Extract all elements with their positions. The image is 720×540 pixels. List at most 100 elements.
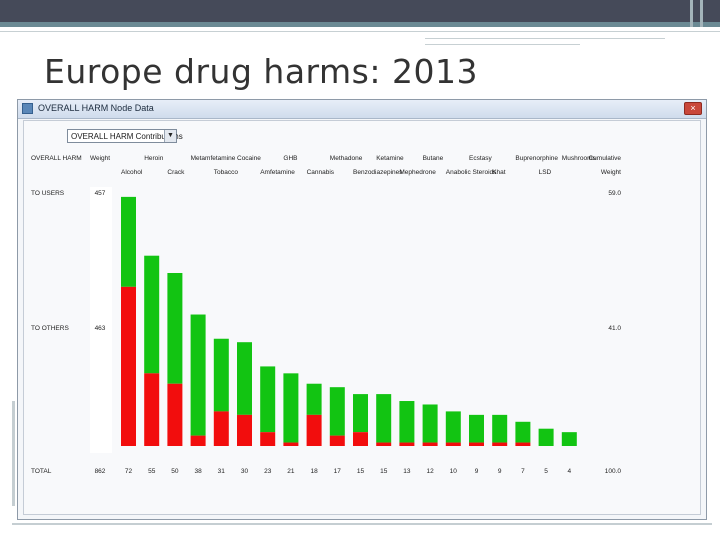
category-label-mushrooms: Mushrooms (562, 155, 597, 162)
slide-header-accent (0, 22, 720, 27)
cumulative-total: 100.0 (605, 468, 622, 475)
total-label-mephedrone: 13 (403, 468, 411, 475)
bar-to-users-mushrooms (561, 432, 577, 446)
bar-to-users-tobacco (213, 338, 229, 412)
total-label-amfetamine: 23 (264, 468, 272, 475)
weight-total: 862 (95, 468, 106, 475)
total-label-alcohol: 72 (125, 468, 133, 475)
chevron-down-icon[interactable]: ▼ (164, 130, 176, 142)
bar-to-users-heroin (144, 255, 160, 374)
bar-to-others-alcohol (121, 286, 136, 446)
category-label-amfetamine: Amfetamine (260, 169, 295, 176)
category-label-anabolic-steroids: Anabolic Steroids (446, 169, 497, 176)
cumulative-to-others: 41.0 (608, 325, 621, 332)
harm-chart: OVERALL HARM TO USERS TO OTHERS TOTAL Weight… (31, 155, 622, 475)
category-label-cocaine: Cocaine (237, 155, 261, 162)
bar-to-users-methadone (329, 387, 345, 436)
window-body: OVERALL HARM Contributions ▼ OVERALL HAR… (23, 120, 701, 515)
bar-to-others-mephedrone (399, 442, 415, 446)
category-label-khat: Khat (492, 169, 506, 176)
row-label-total: TOTAL (31, 468, 52, 475)
category-label-cannabis: Cannabis (307, 169, 335, 176)
bar-to-others-cannabis (306, 414, 322, 446)
category-label-ketamine: Ketamine (376, 155, 404, 162)
bar-to-others-tobacco (213, 411, 229, 446)
header-rule-short (425, 38, 665, 39)
bar-to-users-butane (422, 404, 438, 443)
bar-to-users-amfetamine (260, 366, 276, 433)
weight-column-background (90, 187, 112, 453)
bar-to-users-mephedrone (399, 401, 415, 443)
total-label-cocaine: 30 (241, 468, 249, 475)
bar-to-users-ketamine (376, 394, 392, 443)
total-label-buprenorphine: 7 (521, 468, 525, 475)
bar-to-others-cocaine (237, 414, 252, 446)
slide-frame-left (12, 401, 15, 506)
bar-to-others-ecstasy (469, 442, 484, 446)
total-label-butane: 12 (426, 468, 434, 475)
category-label-alcohol: Alcohol (121, 169, 143, 176)
category-label-butane: Butane (423, 155, 444, 162)
harm-type-select[interactable]: OVERALL HARM Contributions ▼ (67, 129, 183, 143)
bar-to-users-ecstasy (469, 414, 484, 443)
bar-to-others-anabolic-steroids (445, 442, 461, 446)
category-label-ecstasy: Ecstasy (469, 155, 493, 162)
total-label-crack: 50 (171, 468, 179, 475)
bar-to-others-methadone (329, 435, 345, 446)
category-label-ghb: GHB (283, 155, 297, 162)
app-icon (22, 103, 33, 114)
cumulative-header: Cumulative (588, 155, 621, 162)
bar-to-users-ghb (283, 373, 299, 443)
window-title: OVERALL HARM Node Data (38, 103, 154, 113)
bar-to-users-crack (167, 273, 183, 384)
slide-header-bar (0, 0, 720, 22)
bar-to-others-ghb (283, 442, 299, 446)
row-label-to-users: TO USERS (31, 190, 65, 197)
bar-to-users-cocaine (237, 342, 252, 415)
category-label-heroin: Heroin (144, 155, 164, 162)
bar-to-others-amfetamine (260, 432, 276, 446)
bar-to-users-buprenorphine (515, 421, 531, 443)
slide-title: Europe drug harms: 2013 (44, 52, 478, 91)
category-label-buprenorphine: Buprenorphine (515, 155, 558, 162)
weight-to-others: 463 (95, 325, 106, 332)
slide-header-tab (700, 0, 703, 27)
category-label-benzodiazepines: Benzodiazepines (353, 169, 403, 176)
bar-to-users-metamfetamine (190, 314, 206, 436)
total-label-metamfetamine: 38 (194, 468, 202, 475)
bar-to-others-crack (167, 383, 183, 446)
bar-to-others-khat (492, 442, 508, 446)
bar-to-others-ketamine (376, 442, 392, 446)
total-label-heroin: 55 (148, 468, 156, 475)
window-titlebar[interactable]: OVERALL HARM Node Data × (18, 100, 706, 119)
bar-to-others-buprenorphine (515, 442, 531, 446)
close-button[interactable]: × (684, 102, 702, 115)
slide-header-tab (690, 0, 693, 27)
total-label-ketamine: 15 (380, 468, 388, 475)
total-label-ecstasy: 9 (475, 468, 479, 475)
bar-to-users-alcohol (121, 196, 136, 287)
bar-to-users-anabolic-steroids (445, 411, 461, 443)
bar-to-users-cannabis (306, 383, 322, 415)
total-label-lsd: 5 (544, 468, 548, 475)
cumulative-header-weight: Weight (601, 169, 621, 176)
category-label-crack: Crack (167, 169, 185, 176)
bar-to-others-metamfetamine (190, 435, 206, 446)
total-label-anabolic-steroids: 10 (450, 468, 458, 475)
header-rule-short (425, 44, 580, 45)
node-data-window: OVERALL HARM Node Data × OVERALL HARM Co… (17, 99, 707, 520)
row-label-overall-harm: OVERALL HARM (31, 155, 82, 162)
bar-to-others-butane (422, 442, 438, 446)
category-label-lsd: LSD (539, 169, 552, 176)
total-label-ghb: 21 (287, 468, 295, 475)
total-label-cannabis: 18 (310, 468, 318, 475)
bar-to-users-khat (492, 414, 508, 443)
row-label-to-others: TO OTHERS (31, 325, 69, 332)
slide-frame-bottom (12, 523, 712, 525)
total-label-benzodiazepines: 15 (357, 468, 365, 475)
bar-to-users-lsd (538, 428, 554, 446)
cumulative-to-users: 59.0 (608, 190, 621, 197)
category-label-metamfetamine: Metamfetamine (191, 155, 236, 162)
weight-header: Weight (90, 155, 110, 162)
total-label-mushrooms: 4 (567, 468, 571, 475)
